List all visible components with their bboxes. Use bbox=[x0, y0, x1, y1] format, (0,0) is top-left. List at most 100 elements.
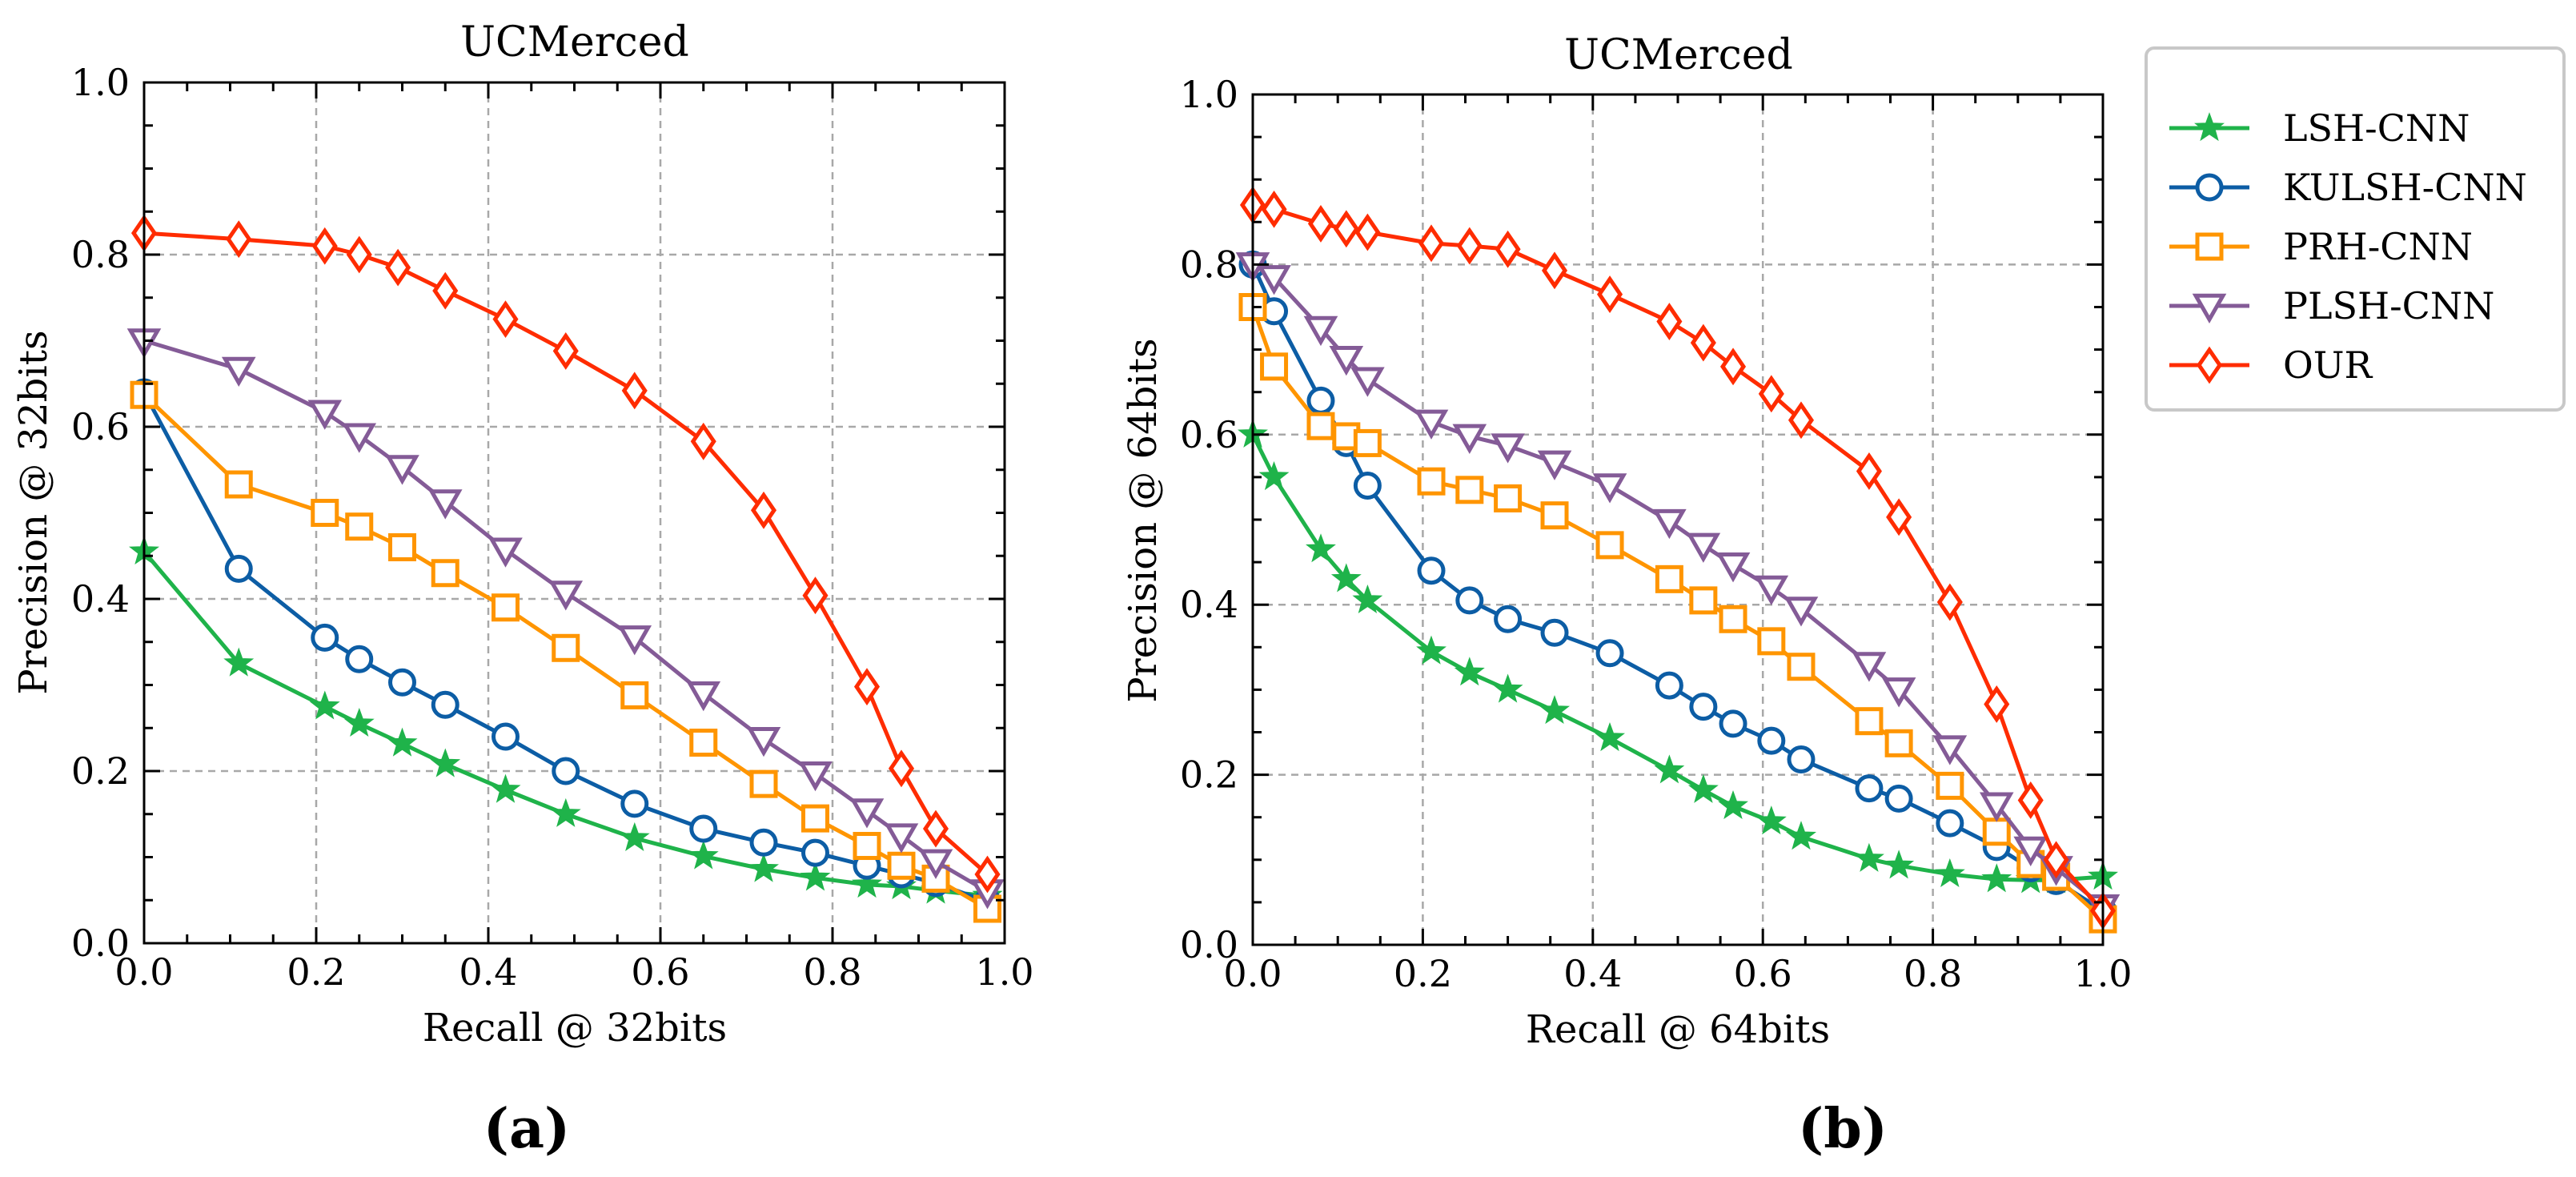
x-tick-label: 0.0 bbox=[114, 950, 173, 994]
data-point-our bbox=[750, 491, 777, 529]
data-point-lsh-cnn bbox=[309, 690, 340, 720]
data-point-prh-cnn bbox=[620, 681, 649, 709]
data-point-prh-cnn bbox=[1417, 467, 1446, 496]
data-point-lsh-cnn bbox=[1352, 584, 1383, 613]
data-point-kulsh-cnn bbox=[801, 838, 829, 867]
series-line-our bbox=[1252, 203, 2105, 913]
data-point-plsh-cnn bbox=[1350, 367, 1385, 397]
ticks-a: 0.0 0.2 0.4 0.6 0.8 1.0 0.0 0.2 0.4 0.6 0.8 1.0 bbox=[71, 61, 1034, 994]
data-point-lsh-cnn bbox=[1330, 563, 1362, 593]
data-point-kulsh-cnn bbox=[749, 828, 778, 857]
legend-marker-our bbox=[2196, 346, 2223, 384]
data-point-prh-cnn bbox=[431, 559, 459, 588]
data-point-our bbox=[1856, 452, 1882, 490]
series-line-lsh-cnn bbox=[142, 550, 988, 898]
data-point-our bbox=[1886, 498, 1912, 536]
data-point-plsh-cnn bbox=[746, 726, 781, 757]
data-point-kulsh-cnn bbox=[1689, 693, 1718, 721]
caption-b: (b) bbox=[1798, 1097, 1888, 1161]
data-point-prh-cnn bbox=[1884, 729, 1913, 757]
data-point-lsh-cnn bbox=[688, 840, 719, 870]
data-point-our bbox=[1758, 375, 1784, 413]
series-plsh-cnn bbox=[126, 328, 1005, 910]
data-point-lsh-cnn bbox=[1654, 754, 1685, 784]
series-our bbox=[130, 214, 1001, 894]
data-point-plsh-cnn bbox=[1754, 575, 1789, 605]
data-point-our bbox=[1418, 224, 1445, 263]
legend-box bbox=[2145, 46, 2566, 412]
data-point-lsh-cnn bbox=[619, 821, 650, 851]
x-tick-label: 0.2 bbox=[1394, 952, 1452, 995]
data-point-kulsh-cnn bbox=[1417, 556, 1446, 585]
data-point-lsh-cnn bbox=[550, 797, 581, 827]
data-point-our bbox=[552, 331, 579, 370]
data-point-kulsh-cnn bbox=[1455, 586, 1484, 615]
data-point-lsh-cnn bbox=[1258, 460, 1290, 491]
data-point-lsh-cnn bbox=[1416, 635, 1446, 665]
series-lsh-cnn bbox=[1238, 418, 2118, 894]
data-point-kulsh-cnn bbox=[1353, 472, 1382, 500]
data-point-lsh-cnn bbox=[852, 868, 882, 898]
y-tick-label: 0.4 bbox=[1180, 583, 1238, 626]
series-our bbox=[1239, 186, 2117, 930]
data-point-kulsh-cnn bbox=[1719, 709, 1747, 738]
data-point-lsh-cnn bbox=[1755, 805, 1787, 835]
data-point-our bbox=[1936, 583, 1963, 621]
data-point-lsh-cnn bbox=[1539, 695, 1570, 725]
legend-label: OUR bbox=[2283, 343, 2373, 387]
data-point-our bbox=[1788, 401, 1815, 440]
data-point-plsh-cnn bbox=[686, 681, 721, 712]
plot-area-a bbox=[126, 214, 1005, 923]
data-point-prh-cnn bbox=[1306, 412, 1335, 440]
plot-area-b bbox=[1235, 186, 2121, 934]
legend-marker-plsh-cnn bbox=[2192, 293, 2227, 324]
x-tick-label: 0.8 bbox=[803, 950, 861, 994]
data-point-kulsh-cnn bbox=[345, 645, 374, 673]
data-point-kulsh-cnn bbox=[492, 722, 520, 751]
data-point-our bbox=[1307, 204, 1334, 243]
legend-marker-prh-cnn bbox=[2195, 232, 2224, 261]
x-tick-label: 0.0 bbox=[1223, 952, 1282, 995]
data-point-prh-cnn bbox=[345, 512, 374, 541]
x-tick-label: 1.0 bbox=[2073, 952, 2132, 995]
data-point-plsh-cnn bbox=[1414, 409, 1449, 440]
data-point-plsh-cnn bbox=[427, 489, 463, 520]
data-point-prh-cnn bbox=[492, 593, 520, 622]
data-point-prh-cnn bbox=[311, 499, 339, 527]
data-point-prh-cnn bbox=[1982, 817, 2011, 846]
x-axis-label-a: Recall @ 32bits bbox=[423, 1006, 727, 1050]
data-point-our bbox=[1456, 227, 1483, 265]
ticks-b: 0.0 0.2 0.4 0.6 0.8 1.0 0.0 0.2 0.4 0.6 0.8 1.0 bbox=[1180, 73, 2133, 995]
data-point-our bbox=[311, 227, 338, 265]
legend-label: PLSH-CNN bbox=[2283, 284, 2494, 327]
x-axis-label-b: Recall @ 64bits bbox=[1526, 1007, 1830, 1052]
data-point-kulsh-cnn bbox=[431, 690, 459, 719]
legend-marker-kulsh-cnn bbox=[2195, 173, 2224, 202]
series-line-kulsh-cnn bbox=[142, 391, 989, 904]
data-point-kulsh-cnn bbox=[388, 668, 416, 697]
data-point-our bbox=[922, 809, 949, 848]
x-tick-label: 0.6 bbox=[1734, 952, 1792, 995]
data-point-lsh-cnn bbox=[748, 853, 779, 882]
legend-label: LSH-CNN bbox=[2283, 106, 2470, 150]
data-point-prh-cnn bbox=[1855, 707, 1884, 736]
data-point-prh-cnn bbox=[1655, 564, 1683, 593]
x-tick-label: 0.4 bbox=[459, 950, 517, 994]
data-point-prh-cnn bbox=[1494, 484, 1523, 512]
data-point-our bbox=[432, 271, 459, 310]
data-point-plsh-cnn bbox=[798, 761, 833, 792]
series-line-kulsh-cnn bbox=[1250, 263, 2105, 913]
series-kulsh-cnn bbox=[130, 378, 1001, 916]
data-point-plsh-cnn bbox=[1932, 735, 1968, 765]
data-point-our bbox=[802, 576, 829, 615]
data-point-plsh-cnn bbox=[1491, 433, 1525, 464]
data-point-prh-cnn bbox=[801, 804, 829, 833]
data-point-plsh-cnn bbox=[2013, 836, 2048, 867]
data-point-prh-cnn bbox=[887, 851, 916, 880]
y-tick-label: 0.8 bbox=[1180, 243, 1238, 286]
data-point-lsh-cnn bbox=[343, 707, 375, 737]
y-tick-label: 0.0 bbox=[71, 922, 130, 965]
data-point-plsh-cnn bbox=[1452, 424, 1487, 454]
series-line-lsh-cnn bbox=[1250, 433, 2104, 882]
data-point-prh-cnn bbox=[689, 729, 718, 757]
